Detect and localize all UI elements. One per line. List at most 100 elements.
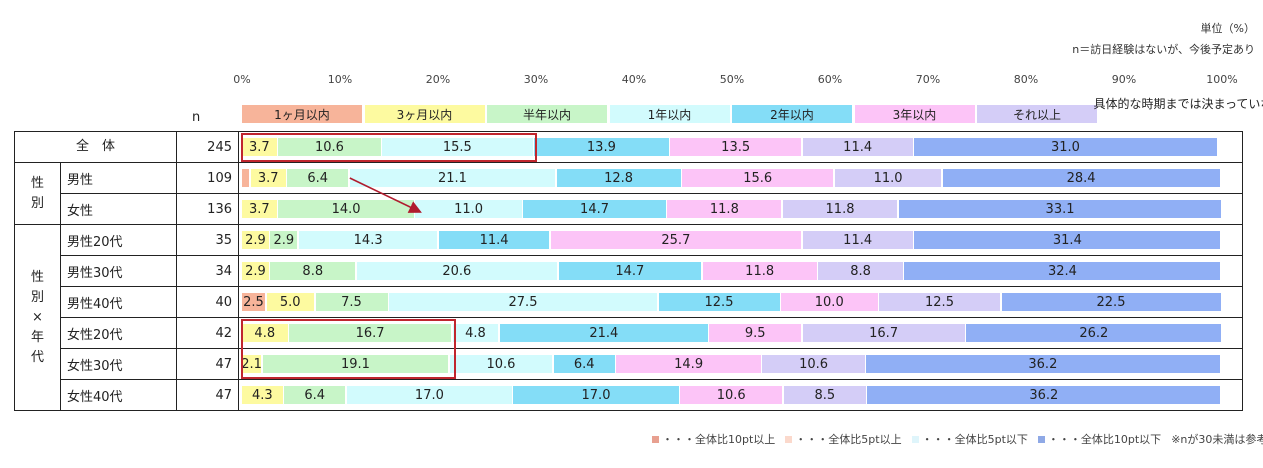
footer-note: ※nが30未満は参考値 — [1171, 433, 1263, 446]
legend-item: 1ヶ月以内 — [242, 105, 362, 123]
x-tick-label: 70% — [915, 73, 941, 86]
bar-segment: 11.0 — [415, 200, 522, 218]
bar-segment: 7.5 — [315, 293, 388, 311]
bar-segment: 12.5 — [879, 293, 1000, 311]
bar-segment: 22.5 — [1001, 293, 1221, 311]
bar-segment: 9.5 — [709, 324, 802, 342]
bar-segment: 4.3 — [242, 386, 283, 404]
footer-legend: ・・・全体比10pt以上 ・・・全体比5pt以上 ・・・全体比5pt以下 ・・・全体比… — [652, 431, 1263, 447]
bar-segment: 31.4 — [914, 231, 1221, 249]
bar-segment: 36.2 — [866, 355, 1220, 373]
bar-segment: 8.8 — [818, 262, 903, 280]
bar-segment: 21.1 — [349, 169, 556, 187]
bar-segment: 13.9 — [534, 138, 669, 156]
bar-segment: 26.2 — [966, 324, 1222, 342]
bar-segment: 10.6 — [762, 355, 865, 373]
x-tick-label: 60% — [817, 73, 843, 86]
bar-segment: 21.4 — [499, 324, 708, 342]
x-tick-label: 10% — [327, 73, 353, 86]
x-tick-label: 20% — [425, 73, 451, 86]
row-n-value: 47 — [176, 379, 239, 411]
x-tick-label: 30% — [523, 73, 549, 86]
bar-segment: 2.5 — [242, 293, 265, 311]
bar-segment: 8.5 — [783, 386, 866, 404]
row-n-value: 47 — [176, 348, 239, 380]
bar-segment: 3.7 — [242, 138, 277, 156]
bar-segment: 5.0 — [266, 293, 314, 311]
row-category: 男性 — [60, 162, 177, 194]
row-category: 男性30代 — [60, 255, 177, 287]
bar-segment: 10.6 — [449, 355, 553, 373]
bar-segment: 14.7 — [558, 262, 702, 280]
bar-segment: 14.0 — [278, 200, 414, 218]
bar-segment: 12.8 — [556, 169, 681, 187]
legend-item: それ以上 — [977, 105, 1097, 123]
x-tick-label: 40% — [621, 73, 647, 86]
x-tick-label: 50% — [719, 73, 745, 86]
bar-segment: 19.1 — [262, 355, 449, 373]
x-tick-label: 100% — [1206, 73, 1238, 86]
swatch-icon — [652, 436, 659, 443]
legend-item-label: 具体的な時期までは決まっていない — [1093, 97, 1263, 111]
bar-segment: 14.7 — [523, 200, 666, 218]
footer-legend-item: ・・・全体比10pt以下 — [1037, 431, 1161, 447]
x-tick-label: 90% — [1111, 73, 1137, 86]
swatch-icon — [785, 436, 793, 443]
bar-segment: 15.6 — [682, 169, 834, 187]
bar-segment: 33.1 — [898, 200, 1222, 218]
bar-segment: 6.4 — [284, 386, 346, 404]
arrow-line — [349, 177, 422, 213]
bar-segment: 17.0 — [513, 386, 679, 404]
row-category: 女性30代 — [60, 348, 177, 380]
bar-segment: 4.8 — [242, 324, 288, 342]
row-n-value: 245 — [176, 131, 239, 163]
bar-segment: 10.6 — [680, 386, 783, 404]
bar-segment: 10.0 — [781, 293, 878, 311]
bar-segment: 11.4 — [802, 138, 913, 156]
bar-segment: 31.0 — [914, 138, 1217, 156]
bar-segment: 12.5 — [658, 293, 780, 311]
bar-segment — [242, 169, 250, 187]
legend-item: 3年以内 — [854, 105, 975, 123]
bar-segment: 11.8 — [667, 200, 782, 218]
bar-segment: 6.4 — [287, 169, 349, 187]
x-tick-label: 80% — [1013, 73, 1039, 86]
bar-segment: 20.6 — [356, 262, 558, 280]
legend-item: 1年以内 — [609, 105, 730, 123]
legend-item: 半年以内 — [487, 105, 607, 123]
footer-legend-item: ・・・全体比5pt以下 — [911, 431, 1028, 447]
bar-segment: 17.0 — [346, 386, 512, 404]
row-n-value: 109 — [176, 162, 239, 194]
legend-item: 2年以内 — [732, 105, 852, 123]
bar-segment: 15.5 — [382, 138, 533, 156]
bar-segment: 14.9 — [616, 355, 761, 373]
bar-segment: 16.7 — [289, 324, 452, 342]
definition-note: n＝訪日経験はないが、今後予定あり — [1072, 43, 1255, 56]
bar-segment: 2.9 — [270, 231, 298, 249]
bar-segment: 6.4 — [553, 355, 615, 373]
bar-segment: 11.8 — [702, 262, 817, 280]
bar-segment: 11.0 — [834, 169, 942, 187]
row-category: 女性20代 — [60, 317, 177, 349]
row-n-value: 35 — [176, 224, 239, 256]
swatch-icon — [1037, 436, 1045, 443]
bar-segment: 2.9 — [242, 231, 269, 249]
bar-segment: 10.6 — [278, 138, 381, 156]
bar-segment: 3.7 — [242, 200, 277, 218]
bar-segment: 2.1 — [241, 355, 262, 373]
footer-legend-item: ・・・全体比10pt以上 — [652, 431, 775, 447]
bar-segment: 11.8 — [782, 200, 898, 218]
bar-segment: 27.5 — [389, 293, 657, 311]
bar-segment: 16.7 — [802, 324, 965, 342]
bar-segment: 13.5 — [670, 138, 802, 156]
footer-legend-item: ・・・全体比5pt以上 — [785, 431, 902, 447]
row-n-value: 136 — [176, 193, 239, 225]
bar-segment: 14.3 — [298, 231, 438, 249]
bar-segment: 28.4 — [942, 169, 1220, 187]
bar-segment: 25.7 — [550, 231, 802, 249]
bar-segment: 4.8 — [452, 324, 499, 342]
bar-segment: 2.9 — [242, 262, 269, 280]
bar-segment: 36.2 — [867, 386, 1221, 404]
bar-segment: 8.8 — [270, 262, 356, 280]
